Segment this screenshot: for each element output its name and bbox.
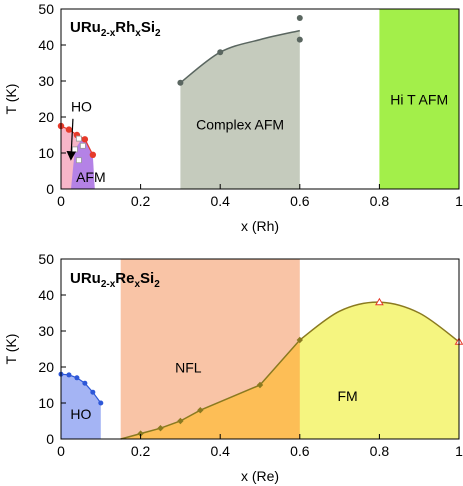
y-tick-label: 10 — [38, 395, 54, 411]
x-tick-label: 1 — [455, 193, 463, 209]
data-point — [74, 375, 80, 381]
data-point — [79, 142, 86, 149]
y-axis-label-rh: T (K) — [3, 84, 19, 115]
x-tick-label: 0.2 — [131, 443, 151, 459]
x-tick-label: 0.6 — [290, 193, 310, 209]
y-tick-label: 20 — [38, 359, 54, 375]
data-point — [72, 146, 78, 153]
data-point — [177, 417, 184, 425]
data-point — [98, 400, 104, 406]
phase-line-fm — [120, 301, 460, 440]
phase-line-complex-afm — [179, 29, 300, 84]
region-fm-orange — [120, 340, 300, 439]
plot-frame-rh — [60, 8, 460, 190]
region-label-afm: AFM — [76, 169, 106, 185]
region-hi-t-afm — [379, 9, 459, 189]
region-label-fm: FM — [337, 388, 357, 404]
x-tick-label: 0.8 — [370, 193, 390, 209]
data-point — [81, 136, 89, 143]
x-tick-label: 0 — [57, 193, 65, 209]
y-tick-label: 40 — [38, 287, 54, 303]
data-point — [296, 336, 303, 344]
data-point — [66, 372, 72, 378]
y-tick-label: 10 — [38, 145, 54, 161]
y-tick-label: 0 — [46, 181, 54, 197]
data-point — [256, 381, 264, 389]
data-point — [157, 425, 164, 432]
x-tick-label: 0 — [57, 443, 65, 459]
region-label-ho: HO — [71, 99, 92, 115]
ho-afm-arrow — [66, 118, 77, 161]
plot-frame-re — [60, 258, 460, 440]
data-point — [89, 151, 97, 158]
y-tick-label: 50 — [38, 251, 54, 267]
data-point — [137, 430, 144, 437]
region-label-nfl: NFL — [175, 359, 202, 375]
region-label-complex-afm: Complex AFM — [196, 117, 284, 133]
chart-title-re: URu2-xRexSi2 — [70, 270, 160, 290]
x-tick-label: 0.6 — [290, 443, 310, 459]
y-tick-label: 0 — [46, 431, 54, 447]
data-point — [177, 79, 184, 86]
data-point — [217, 49, 224, 56]
region-label-hi-t-afm: Hi T AFM — [390, 91, 448, 107]
y-tick-label: 30 — [38, 323, 54, 339]
x-tick-label: 0.2 — [131, 193, 151, 209]
chart-panel-re: HO NFL FM URu2-xRexSi2 0 0.2 0.4 0.6 0.8 1010… — [3, 251, 463, 484]
x-axis-label-rh: x (Rh) — [241, 218, 279, 234]
data-point — [375, 297, 384, 306]
data-point — [65, 126, 73, 133]
y-tick-label: 50 — [38, 1, 54, 17]
data-point — [76, 135, 82, 142]
region-afm — [71, 140, 95, 189]
y-tick-label: 40 — [38, 37, 54, 53]
x-tick-label: 0.4 — [210, 443, 230, 459]
chart-title-rh: URu2-xRhxSi2 — [70, 19, 161, 39]
y-tick-label: 20 — [38, 109, 54, 125]
x-tick-label: 0.4 — [210, 193, 230, 209]
data-point — [76, 157, 82, 164]
data-point — [90, 389, 96, 395]
data-point — [197, 407, 204, 414]
x-axis-label-re: x (Re) — [241, 468, 279, 484]
y-axis-label-re: T (K) — [3, 334, 19, 365]
data-point — [82, 380, 88, 386]
y-tick-label: 30 — [38, 73, 54, 89]
x-tick-label: 0.8 — [370, 443, 390, 459]
x-tick-label: 1 — [455, 443, 463, 459]
data-point — [296, 15, 303, 21]
region-label-ho-re: HO — [70, 406, 91, 422]
chart-panel-rh: HO AFM Complex AFM Hi T AFM URu2-xRhxSi2… — [3, 1, 463, 234]
data-point — [296, 36, 303, 43]
region-complex-afm — [180, 30, 300, 189]
